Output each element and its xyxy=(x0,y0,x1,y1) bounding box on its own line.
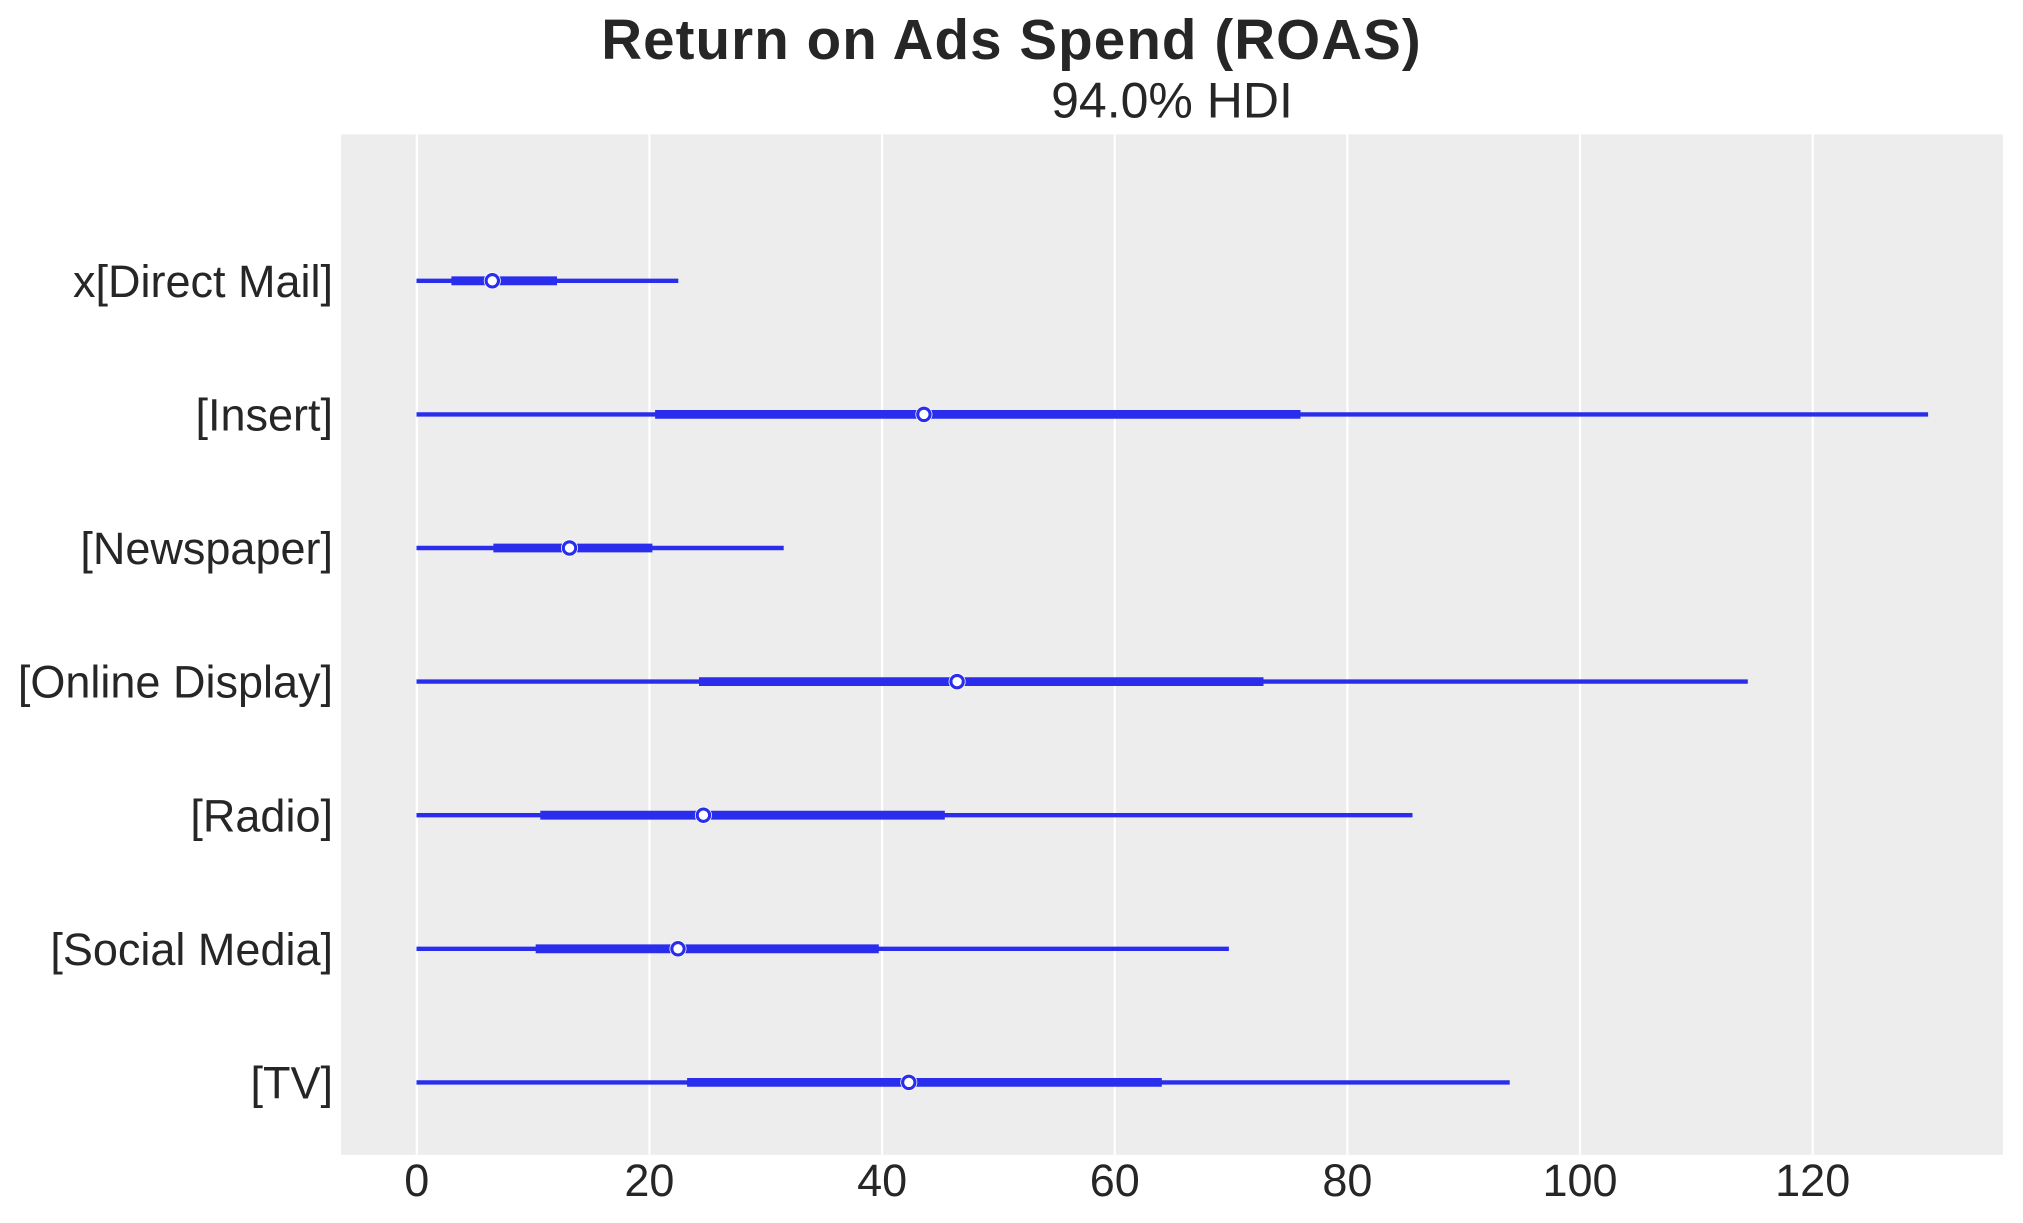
svg-text:[TV]: [TV] xyxy=(250,1058,333,1109)
svg-text:[Insert]: [Insert] xyxy=(195,390,333,441)
svg-text:20: 20 xyxy=(624,1155,674,1206)
svg-text:94.0% HDI: 94.0% HDI xyxy=(1051,73,1293,129)
svg-text:[Newspaper]: [Newspaper] xyxy=(80,523,333,574)
svg-text:[Online Display]: [Online Display] xyxy=(18,657,333,708)
svg-text:60: 60 xyxy=(1090,1155,1140,1206)
svg-text:40: 40 xyxy=(857,1155,907,1206)
svg-text:[Social Media]: [Social Media] xyxy=(50,924,333,975)
svg-text:Return on Ads Spend (ROAS): Return on Ads Spend (ROAS) xyxy=(601,8,1422,71)
svg-text:80: 80 xyxy=(1322,1155,1372,1206)
svg-text:0: 0 xyxy=(404,1155,429,1206)
svg-text:[Radio]: [Radio] xyxy=(190,790,333,841)
svg-text:x[Direct Mail]: x[Direct Mail] xyxy=(73,256,333,307)
svg-text:120: 120 xyxy=(1775,1155,1850,1206)
svg-text:100: 100 xyxy=(1543,1155,1618,1206)
